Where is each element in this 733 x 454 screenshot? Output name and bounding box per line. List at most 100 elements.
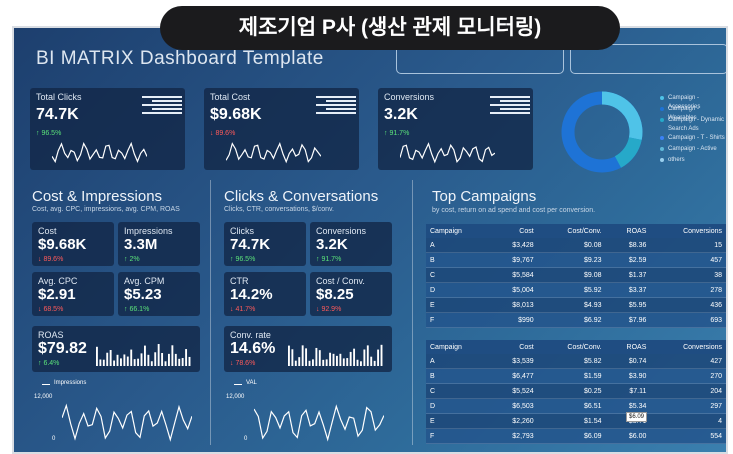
kpi-change: ↓ 92.9%	[316, 306, 342, 313]
kpi-value: $8.25	[316, 286, 354, 303]
stripe	[500, 100, 530, 102]
kpi-label: Cost / Conv.	[316, 276, 365, 286]
table-cell: C	[426, 383, 491, 399]
mini-bar	[325, 359, 328, 366]
mini-bar	[130, 349, 133, 366]
table-cell: $3,428	[490, 238, 538, 253]
table-cell: $3.90	[605, 368, 651, 384]
kpi-change: ↑ 91.7%	[384, 130, 410, 137]
table-cell: 436	[650, 297, 726, 313]
table-row: C $5,584 $9.08 $1.37 38	[426, 267, 726, 283]
divider	[412, 180, 413, 445]
table-cell: $5,584	[490, 267, 538, 283]
divider	[210, 180, 211, 445]
table-cell: 297	[650, 398, 726, 414]
table-cell: F	[426, 428, 491, 444]
mini-bar	[322, 359, 325, 366]
table-cell: 554	[650, 428, 726, 444]
mini-bar	[353, 348, 356, 366]
filter-box[interactable]	[570, 44, 726, 74]
stripe	[326, 108, 356, 110]
table-row: B $6,477 $1.59 $3.90 270	[426, 368, 726, 384]
mini-bar	[96, 346, 98, 366]
section-subtitle: by cost, return on ad spend and cost per…	[432, 207, 596, 214]
kpi-label: Avg. CPM	[124, 276, 165, 286]
axis-label: 12,000	[34, 394, 53, 400]
table-cell: $9.08	[537, 267, 606, 283]
legend-dot	[660, 136, 664, 140]
kpi-card: Impressions 3.3M ↑ 2%	[118, 222, 200, 266]
mini-bar	[356, 359, 359, 366]
mini-bar	[380, 344, 383, 366]
mini-bar	[288, 345, 290, 366]
sparkline	[254, 404, 384, 442]
kpi-change: ↓ 89.6%	[210, 130, 236, 137]
table-cell: 693	[650, 312, 726, 328]
mini-bar	[168, 353, 170, 366]
mini-bar	[178, 358, 181, 366]
mini-bar	[312, 359, 314, 366]
kpi-label: Total Cost	[210, 92, 251, 102]
column-header: Conversions	[650, 224, 726, 238]
mini-bar	[342, 358, 345, 366]
table-cell: $9.23	[537, 252, 606, 268]
kpi-value: 3.2K	[316, 236, 348, 253]
campaign-table: Campaign Cost Cost/Conv. ROAS Conversions A $3…	[426, 224, 726, 328]
table-cell: E	[426, 413, 491, 429]
legend-line	[234, 384, 242, 385]
donut-segment	[561, 91, 643, 173]
mini-bar	[116, 354, 119, 366]
mini-bar	[366, 345, 369, 366]
kpi-change: ↑ 96.5%	[230, 256, 256, 263]
table-cell: $4.93	[537, 297, 606, 313]
kpi-change: ↑ 96.5%	[36, 130, 62, 137]
table-cell: $990	[490, 312, 538, 328]
kpi-card: ROAS $79.82 ↑ 6.4%	[32, 326, 200, 372]
stripe	[500, 108, 530, 110]
kpi-change: ↑ 6.4%	[38, 360, 60, 367]
kpi-label: Conv. rate	[230, 330, 271, 340]
mini-bar	[181, 358, 184, 366]
header-stripes	[316, 96, 356, 114]
stripe	[142, 96, 182, 98]
kpi-value: $5.23	[124, 286, 162, 303]
sparkline	[62, 403, 192, 442]
table-cell: $6,477	[490, 368, 538, 384]
table-cell: $2,260	[490, 413, 538, 429]
sparkline	[400, 142, 495, 164]
mini-bar	[370, 356, 373, 366]
mini-bar	[154, 352, 157, 366]
table-cell: $6.51	[537, 398, 606, 414]
table-cell: $7.11	[605, 383, 651, 399]
mini-bar	[346, 358, 349, 366]
table-cell: B	[426, 368, 491, 384]
kpi-value: 3.2K	[384, 106, 418, 123]
kpi-value: 3.3M	[124, 236, 158, 253]
table-cell: $5.34	[605, 398, 651, 414]
stripe	[152, 108, 182, 110]
table-cell: $8.36	[605, 238, 651, 253]
section-title: Clicks & Conversations	[224, 188, 379, 205]
mini-bar	[123, 354, 126, 366]
kpi-card: Total Cost $9.68K ↓ 89.6%	[204, 88, 359, 170]
section-subtitle: Cost, avg. CPC, impressions, avg. CPM, R…	[32, 206, 180, 213]
donut-chart	[561, 91, 643, 173]
kpi-card: Avg. CPM $5.23 ↑ 66.1%	[118, 272, 200, 316]
mini-bar	[144, 345, 146, 366]
kpi-card: Conversions 3.2K ↑ 91.7%	[378, 88, 533, 170]
mini-bar	[318, 350, 321, 366]
kpi-label: Conversions	[316, 226, 367, 236]
table-cell: $6.09	[537, 428, 606, 444]
kpi-value: 74.7K	[230, 236, 271, 253]
table-cell: A	[426, 238, 491, 253]
column-header: Conversions	[650, 340, 726, 354]
sparkline-path	[400, 142, 495, 164]
mini-bar	[188, 356, 191, 366]
table-cell: $5.92	[537, 282, 606, 298]
mini-bars	[288, 344, 383, 366]
sparkline-path	[62, 403, 192, 442]
kpi-card: Total Clicks 74.7K ↑ 96.5%	[30, 88, 185, 170]
chart-legend: VAL	[246, 380, 257, 386]
legend-label: Campaign - T - Shirts	[668, 135, 725, 141]
table-cell: $0.74	[605, 354, 651, 369]
